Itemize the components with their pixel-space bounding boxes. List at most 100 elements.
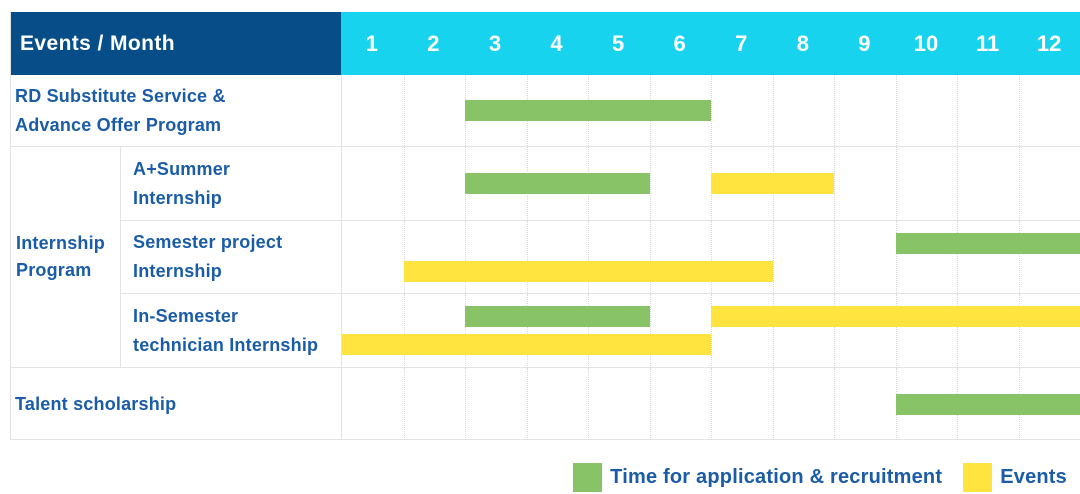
internship-subrows: A+Summer Internship Semester project Int… [121, 147, 1080, 368]
legend-label-application-recruitment: Time for application & recruitment [610, 465, 943, 488]
bar-event [403, 261, 773, 282]
grid-line [649, 221, 651, 293]
bar-event [711, 306, 1080, 327]
grid-line [957, 75, 958, 146]
table-row-semester-project: Semester project Internship [121, 221, 1080, 294]
grid-line [772, 368, 774, 440]
gantt-table: Events / Month 1 2 3 4 5 6 7 8 9 10 11 12 RD Substi… [10, 12, 1080, 440]
row-label-in-semester-technician: In-Semester technician Internship [121, 294, 341, 368]
row-label-line: In-Semester [133, 306, 239, 326]
month-label: 9 [858, 30, 871, 56]
grid-line [772, 75, 774, 146]
month-label: 1 [365, 30, 378, 56]
month-label: 6 [673, 30, 686, 56]
row-chart-talent-scholarship [341, 368, 1080, 440]
grid-line [465, 368, 466, 440]
events-month-title: Events / Month [20, 31, 175, 55]
table-header-row: Events / Month 1 2 3 4 5 6 7 8 9 10 11 12 [11, 12, 1080, 75]
month-label: 3 [488, 30, 502, 56]
grid-line [403, 294, 405, 368]
table-row-a-plus-summer: A+Summer Internship [121, 147, 1080, 221]
legend-swatch-events [963, 462, 993, 492]
month-label: 12 [1036, 30, 1062, 56]
bar-application-recruitment [465, 306, 650, 327]
grid-line [588, 368, 589, 440]
month-label: 5 [611, 30, 625, 56]
row-label-line: Semester project [133, 232, 283, 252]
table-row-in-semester-technician: In-Semester technician Internship [121, 294, 1080, 368]
group-label-internship-program: Internship Program [11, 147, 121, 367]
events-month-header-cell: Events / Month [11, 12, 341, 75]
grid-line [588, 221, 589, 293]
grid-line [1018, 294, 1020, 368]
grid-line [957, 221, 958, 293]
row-label-line: Internship [133, 261, 223, 281]
row-label-rd-substitute: RD Substitute Service & Advance Offer Pr… [11, 75, 341, 146]
grid-line [895, 294, 897, 368]
grid-line [403, 221, 405, 293]
grid-line [711, 75, 712, 146]
grid-line [895, 147, 897, 220]
month-header-strip: 1 2 3 4 5 6 7 8 9 10 11 12 [341, 12, 1080, 75]
grid-line [526, 294, 528, 368]
grid-line [834, 75, 835, 146]
grid-line [772, 221, 774, 293]
row-label-talent-scholarship: Talent scholarship [11, 368, 341, 440]
grid-line [957, 147, 958, 220]
grid-line [403, 147, 405, 220]
bar-application-recruitment [465, 100, 711, 121]
row-chart-in-semester-technician [341, 294, 1080, 368]
grid-line [588, 294, 589, 368]
grid-line [526, 221, 528, 293]
grid-line [834, 294, 835, 368]
bar-event [711, 173, 834, 194]
grid-line [895, 221, 897, 293]
bar-application-recruitment [895, 233, 1080, 254]
grid-line [403, 75, 405, 146]
table-row-talent-scholarship: Talent scholarship [11, 368, 1080, 440]
month-label: 2 [427, 30, 440, 56]
legend-swatch-application-recruitment [573, 462, 603, 492]
month-label: 10 [913, 30, 939, 56]
row-label-line: A+Summer [133, 158, 231, 179]
bar-application-recruitment [465, 173, 650, 194]
row-chart-a-plus-summer [341, 147, 1080, 220]
row-label-semester-project: Semester project Internship [121, 221, 341, 293]
grid-line [403, 368, 405, 440]
month-label: 4 [550, 30, 563, 56]
grid-line [834, 368, 835, 440]
month-label: 8 [796, 30, 809, 56]
grid-line [711, 294, 712, 368]
month-label: 7 [735, 30, 748, 56]
row-label-line: Advance Offer Program [15, 114, 222, 135]
grid-line [649, 368, 651, 440]
grid-line [957, 294, 958, 368]
grid-line [1018, 221, 1020, 293]
bar-application-recruitment [895, 393, 1080, 415]
legend: Time for application & recruitment Event… [573, 461, 1067, 493]
bar-event [342, 334, 711, 355]
group-label-line: Program [16, 260, 92, 280]
grid-line [465, 221, 466, 293]
row-label-line: Internship [133, 187, 223, 208]
group-label-line: Internship [16, 233, 106, 253]
grid-line [772, 294, 774, 368]
month-label: 11 [975, 30, 1000, 56]
row-chart-rd-substitute [341, 75, 1080, 146]
grid-line [895, 75, 897, 146]
row-label-line: Talent scholarship [15, 393, 177, 414]
row-label-a-plus-summer: A+Summer Internship [121, 147, 341, 220]
grid-line [1018, 75, 1020, 146]
grid-line [465, 294, 466, 368]
grid-line [526, 368, 528, 440]
table-row-rd-substitute: RD Substitute Service & Advance Offer Pr… [11, 75, 1080, 147]
row-chart-semester-project [341, 221, 1080, 293]
grid-line [834, 147, 835, 220]
grid-line [649, 147, 651, 220]
internship-program-section: Internship Program A+Summer Internship S… [11, 147, 1080, 368]
row-label-line: RD Substitute Service & [15, 85, 226, 106]
row-label-line: technician Internship [133, 335, 319, 355]
grid-line [834, 221, 835, 293]
grid-line [649, 294, 651, 368]
